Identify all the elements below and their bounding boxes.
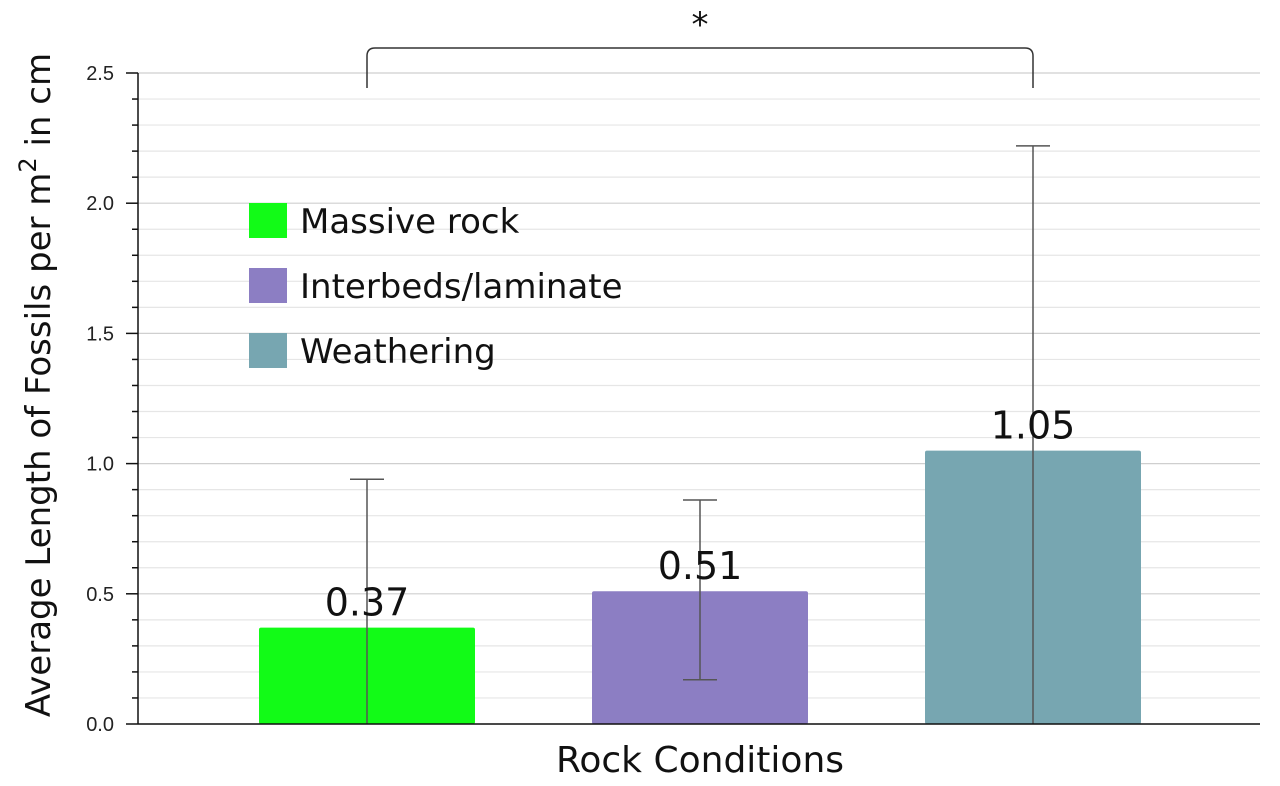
y-axis-title-suffix: in cm — [19, 53, 59, 157]
legend-label: Weathering — [300, 332, 496, 372]
y-tick-label: 2.5 — [86, 63, 114, 85]
data-label: 1.05 — [991, 404, 1076, 448]
legend-label: Massive rock — [300, 202, 520, 242]
data-labels: 0.37 0.51 1.05 — [325, 404, 1076, 625]
y-tick-label: 1.5 — [86, 323, 114, 345]
legend-swatch — [249, 333, 287, 368]
y-axis: 0.0 0.5 1.0 1.5 2.0 2.5 — [86, 63, 1260, 736]
legend-swatch — [249, 268, 287, 303]
x-axis-title: Rock Conditions — [556, 740, 844, 781]
gridlines — [138, 72, 1260, 725]
legend-swatch — [249, 203, 287, 238]
legend-label: Interbeds/laminate — [300, 267, 623, 307]
y-tick-label: 1.0 — [86, 454, 114, 476]
y-tick-label: 0.5 — [86, 584, 114, 606]
significance-marker: * — [692, 5, 709, 45]
y-axis-title-main: Average Length of Fossils per m — [19, 173, 59, 717]
legend: Massive rock Interbeds/laminate Weathering — [249, 202, 623, 372]
data-label: 0.51 — [658, 544, 743, 588]
y-tick-label: 0.0 — [86, 714, 114, 736]
y-axis-title: Average Length of Fossils per m2 in cm — [14, 53, 59, 717]
y-tick-label: 2.0 — [86, 193, 114, 215]
y-axis-title-superscript: 2 — [14, 157, 42, 172]
significance-bracket: * — [366, 5, 1034, 88]
significance-bracket-line — [366, 47, 1034, 88]
error-bars — [350, 145, 1050, 724]
data-label: 0.37 — [325, 581, 410, 625]
